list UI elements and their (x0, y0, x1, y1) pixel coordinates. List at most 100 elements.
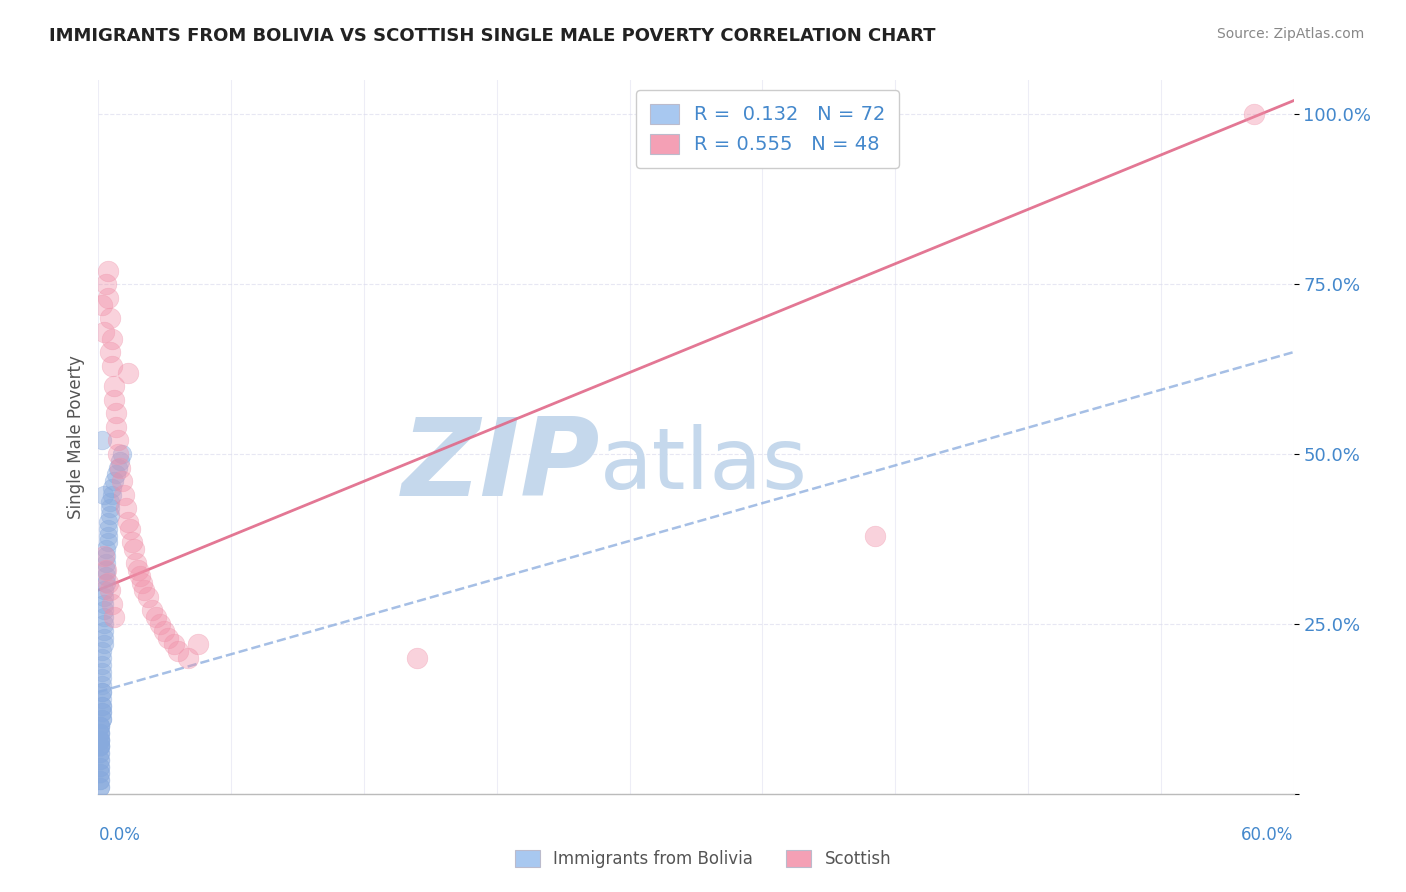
Point (105, 406, 128, 420)
Point (98, 345, 122, 359)
Point (93, 325, 115, 339)
Point (91, 651, 114, 665)
Point (103, 379, 125, 393)
Point (89, 753, 111, 767)
Point (145, 610, 167, 624)
Point (93, 488, 115, 502)
Point (121, 535, 143, 549)
Point (141, 603, 163, 617)
Point (111, 447, 134, 461)
Point (89, 773, 111, 788)
Point (112, 488, 135, 502)
Point (91, 665, 114, 679)
Point (865, 528, 887, 542)
Point (89, 780, 111, 794)
Y-axis label: Single Male Poverty: Single Male Poverty (66, 355, 84, 519)
Point (97, 515, 120, 529)
Point (127, 563, 149, 577)
Point (89, 719, 111, 733)
Point (91, 434, 114, 448)
Point (93, 603, 115, 617)
Point (406, 651, 429, 665)
Point (110, 460, 132, 475)
Point (153, 624, 176, 638)
Point (93, 597, 115, 611)
Point (93, 590, 115, 604)
Point (149, 617, 172, 632)
Point (96, 277, 118, 292)
Point (105, 467, 128, 482)
Point (89, 753, 111, 767)
Point (97, 522, 120, 536)
Point (103, 475, 125, 489)
Point (101, 481, 124, 495)
Point (91, 691, 114, 706)
Point (91, 297, 114, 311)
Point (101, 332, 124, 346)
Text: 0.0%: 0.0% (98, 826, 141, 844)
Point (177, 651, 200, 665)
Point (98, 501, 122, 516)
Point (89, 766, 111, 780)
Point (89, 719, 111, 733)
Point (91, 685, 114, 699)
Point (91, 657, 114, 672)
Point (107, 447, 129, 461)
Point (96, 549, 118, 563)
Point (91, 678, 114, 692)
Point (187, 637, 209, 651)
Point (107, 434, 129, 448)
Point (129, 569, 152, 583)
Point (91, 685, 114, 699)
Point (96, 556, 118, 570)
Point (91, 712, 114, 726)
Point (89, 725, 111, 739)
Point (93, 631, 115, 645)
Point (97, 535, 120, 549)
Legend: Immigrants from Bolivia, Scottish: Immigrants from Bolivia, Scottish (508, 843, 898, 875)
Point (89, 760, 111, 774)
Point (93, 610, 115, 624)
Point (96, 576, 118, 591)
Point (96, 542, 118, 557)
Point (96, 563, 118, 577)
Point (89, 719, 111, 733)
Text: ZIP: ZIP (402, 413, 600, 518)
Point (117, 366, 139, 380)
Point (110, 454, 132, 468)
Point (163, 637, 186, 651)
Point (91, 698, 114, 713)
Point (107, 460, 129, 475)
Point (98, 311, 122, 326)
Point (97, 291, 120, 305)
Point (167, 644, 190, 658)
Point (91, 706, 114, 720)
Point (125, 556, 148, 570)
Text: atlas: atlas (600, 424, 808, 508)
Point (111, 475, 134, 489)
Point (98, 494, 122, 508)
Point (89, 732, 111, 747)
Point (93, 549, 115, 563)
Point (157, 631, 180, 645)
Point (93, 617, 115, 632)
Point (89, 780, 111, 794)
Point (1243, 107, 1265, 121)
Point (93, 624, 115, 638)
Point (101, 488, 124, 502)
Point (96, 569, 118, 583)
Point (103, 392, 125, 407)
Point (89, 739, 111, 754)
Text: 60.0%: 60.0% (1241, 826, 1294, 844)
Point (89, 746, 111, 760)
Point (91, 698, 114, 713)
Point (96, 563, 118, 577)
Point (97, 576, 120, 591)
Text: Source: ZipAtlas.com: Source: ZipAtlas.com (1216, 27, 1364, 41)
Point (93, 582, 115, 597)
Point (89, 766, 111, 780)
Point (91, 706, 114, 720)
Point (103, 610, 125, 624)
Point (89, 760, 111, 774)
Point (98, 508, 122, 523)
